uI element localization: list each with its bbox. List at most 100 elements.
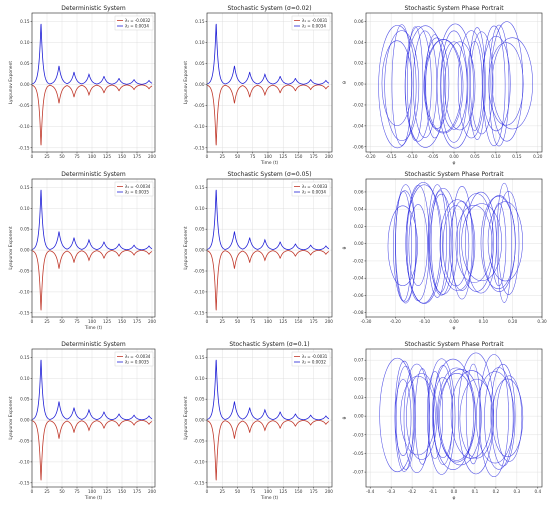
- x-tick-label: -0.10: [407, 154, 418, 159]
- subplot-title: Stochastic System Phase Portrait: [404, 5, 504, 12]
- legend-box: [291, 181, 331, 197]
- legend-box: [114, 15, 154, 31]
- legend-label: λ₁ = -0.0033: [302, 184, 328, 189]
- trajectory-loop: [457, 30, 485, 139]
- y-tick-label: 0.15: [20, 19, 30, 24]
- legend-label: λ₂ = 0.0034: [125, 23, 149, 28]
- trajectory-loop: [484, 367, 514, 470]
- subplot-title: Stochastic System Phase Portrait: [404, 341, 504, 348]
- trajectory-loop: [432, 358, 474, 470]
- y-tick-label: 0.03: [354, 395, 364, 400]
- y-tick-label: -0.08: [353, 310, 364, 315]
- y-tick-label: -0.02: [353, 258, 364, 263]
- subplot-7: 0 25 50 75 100 125 150 175 200 -0.15 -0.10 -0.05 0.0…: [8, 341, 156, 501]
- x-tick-label: 25: [220, 154, 226, 159]
- x-tick-label: -0.4: [366, 489, 375, 494]
- legend-label: λ₂ = 0.0035: [125, 189, 149, 194]
- x-tick-label: 50: [59, 489, 65, 494]
- trajectory-loop: [432, 377, 454, 459]
- y-tick-label: -0.10: [19, 289, 30, 294]
- x-tick-label: 200: [148, 154, 156, 159]
- y-tick-label: 0.02: [354, 224, 364, 229]
- trajectory-loop: [465, 191, 497, 294]
- subplot-title: Deterministic System: [61, 5, 126, 12]
- x-tick-label: 0: [206, 154, 209, 159]
- legend-label: λ₁ = -0.0034: [125, 354, 151, 359]
- x-tick-label: 75: [74, 319, 80, 324]
- legend-label: λ₁ = -0.0031: [302, 354, 328, 359]
- legend-label: λ₂ = 0.0034: [302, 189, 326, 194]
- x-tick-label: 125: [279, 154, 287, 159]
- x-tick-label: 0.3: [514, 489, 521, 494]
- x-tick-label: 125: [103, 489, 111, 494]
- y-tick-label: -0.07: [353, 470, 364, 475]
- trajectory-loop: [378, 25, 417, 149]
- trajectory-loop: [384, 30, 420, 141]
- x-axis-label: φ: [453, 496, 456, 501]
- trajectory-loop: [442, 205, 470, 287]
- trajectory-loop: [487, 201, 523, 282]
- trajectory-loop: [395, 191, 412, 302]
- x-tick-label: 0: [31, 489, 34, 494]
- axes-frame: [206, 12, 333, 153]
- subplot-title: Deterministic System: [61, 171, 126, 178]
- x-tick-label: 100: [264, 319, 272, 324]
- x-tick-label: 50: [235, 154, 241, 159]
- x-tick-label: 150: [294, 489, 302, 494]
- x-axis-label: φ: [453, 326, 456, 331]
- subplot-5: 0 25 50 75 100 125 150 175 200 -0.15 -0.10 -0.05 0.0…: [183, 171, 333, 324]
- y-tick-label: 0.10: [195, 376, 205, 381]
- trajectory-loop: [491, 378, 524, 458]
- trajectory-loop: [406, 373, 438, 460]
- x-tick-label: 200: [325, 319, 333, 324]
- y-tick-label: -0.10: [194, 124, 205, 129]
- y-tick-label: -0.05: [194, 269, 205, 274]
- y-axis-label: Lyapunov Exponent: [183, 396, 189, 439]
- y-tick-label: -0.06: [353, 293, 364, 298]
- legend-label: λ₁ = -0.0034: [125, 184, 151, 189]
- y-tick-label: -0.05: [19, 439, 30, 444]
- x-tick-label: 200: [325, 154, 333, 159]
- trajectory-loop: [395, 365, 416, 470]
- y-axis-label: Lyapunov Exponent: [8, 61, 14, 104]
- x-tick-label: 0.10: [479, 319, 489, 324]
- legend-label: λ₁ = -0.0032: [125, 18, 151, 23]
- series-line-2: [207, 359, 330, 421]
- x-tick-label: 150: [118, 319, 126, 324]
- y-tick-label: 0.06: [354, 189, 364, 194]
- trajectory-loop: [475, 371, 515, 464]
- trajectory-loop: [444, 41, 476, 131]
- trajectory-loop: [459, 378, 494, 459]
- trajectory-loop: [387, 205, 418, 286]
- y-tick-label: -0.10: [194, 459, 205, 464]
- trajectory-loop: [428, 188, 458, 295]
- x-tick-label: -0.3: [387, 489, 396, 494]
- subplot-title: Stochastic System (σ=0.1): [229, 341, 309, 348]
- trajectory-loop: [430, 190, 450, 293]
- x-tick-label: 175: [310, 489, 318, 494]
- x-tick-label: 150: [294, 154, 302, 159]
- x-tick-label: 75: [74, 489, 80, 494]
- trajectory-loop: [496, 182, 512, 303]
- trajectory-loop: [468, 27, 486, 140]
- y-tick-label: 0.15: [20, 355, 30, 360]
- y-tick-label: -0.04: [353, 276, 364, 281]
- trajectory-loop: [405, 184, 443, 304]
- series-line-1: [207, 249, 330, 311]
- x-tick-label: 150: [118, 154, 126, 159]
- y-tick-label: -0.15: [194, 310, 205, 315]
- subplot-3: -0.20 -0.15 -0.10 -0.05 0.00 0.05 0.10 0.15 0.20…: [342, 5, 543, 166]
- x-tick-label: 25: [44, 489, 50, 494]
- y-tick-label: 0.04: [354, 207, 364, 212]
- y-tick-label: 0.05: [195, 61, 205, 66]
- legend-label: λ₂ = 0.0034: [302, 23, 326, 28]
- legend-label: λ₂ = 0.0035: [125, 359, 149, 364]
- trajectory-loop: [455, 205, 493, 283]
- x-tick-label: -0.30: [361, 319, 372, 324]
- trajectory-loop: [496, 375, 523, 462]
- series-line-2: [207, 23, 330, 85]
- x-tick-label: 75: [250, 319, 256, 324]
- y-tick-label: 0.05: [195, 227, 205, 232]
